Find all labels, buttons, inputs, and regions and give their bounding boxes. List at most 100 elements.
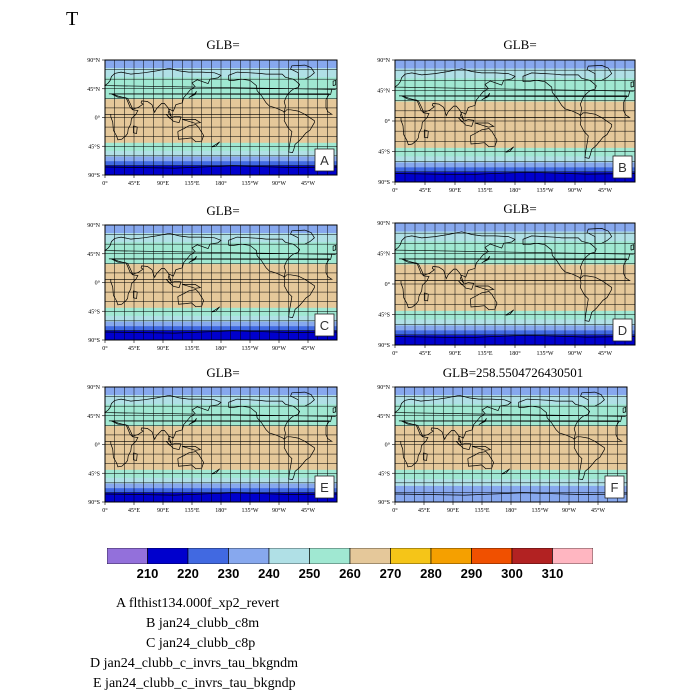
lat-tick-label: 45°S bbox=[88, 143, 100, 150]
coastline bbox=[290, 391, 315, 407]
coastline bbox=[188, 418, 197, 426]
colorbar-swatch bbox=[430, 548, 472, 564]
legend-item-d: D jan24_clubb_c_invrs_tau_bkgndm bbox=[90, 656, 299, 671]
map-panel-d: 90°N 45°N 0° 45°S 90°S 0° 45°E 90°E 135°E 180° 135… bbox=[370, 218, 650, 357]
lon-tick-label: 90°W bbox=[568, 350, 582, 357]
coastline bbox=[455, 441, 472, 451]
coastline bbox=[501, 468, 510, 475]
panel-title-f: GLB=258.5504726430501 bbox=[442, 365, 584, 380]
coastline bbox=[518, 398, 591, 441]
legend-item-a: A flthist134.000f_xp2_revert bbox=[116, 596, 280, 611]
coastline bbox=[228, 71, 301, 114]
lon-tick-label: 135°E bbox=[474, 507, 489, 514]
lon-tick-label: 90°E bbox=[157, 345, 169, 352]
coastline bbox=[505, 146, 514, 153]
coastline bbox=[104, 67, 336, 118]
coastline bbox=[283, 274, 315, 318]
lon-tick-label: 180° bbox=[215, 180, 227, 187]
lon-tick-label: 180° bbox=[509, 187, 521, 194]
coastline bbox=[165, 114, 182, 124]
coastline bbox=[505, 309, 514, 316]
lon-tick-label: 0° bbox=[392, 507, 398, 514]
lon-tick-label: 45°E bbox=[128, 507, 140, 514]
lat-tick-label: 0° bbox=[385, 281, 391, 288]
coastline bbox=[423, 452, 428, 461]
coastline bbox=[469, 128, 498, 148]
coastline bbox=[458, 117, 475, 127]
lon-tick-label: 90°W bbox=[272, 180, 286, 187]
coastline bbox=[182, 119, 202, 124]
panel-tag-box bbox=[314, 148, 335, 172]
colorbar-labels: 210 220 230 240 250 260 270 280 290 300 … bbox=[107, 566, 593, 584]
coastline bbox=[283, 109, 315, 153]
panel-tag-box bbox=[604, 475, 625, 499]
coastline bbox=[478, 418, 487, 426]
lat-tick-label: 90°N bbox=[87, 222, 100, 229]
lon-tick-label: 0° bbox=[102, 507, 108, 514]
panel-title-a: GLB= bbox=[206, 37, 240, 52]
lon-tick-label: 180° bbox=[215, 345, 227, 352]
lon-tick-label: 135°E bbox=[477, 187, 492, 194]
lat-tick-label: 45°S bbox=[378, 149, 390, 156]
lon-tick-label: 135°W bbox=[536, 350, 553, 357]
lon-tick-label: 135°E bbox=[184, 180, 199, 187]
coastline bbox=[332, 406, 337, 413]
colorbar-label: 260 bbox=[339, 566, 361, 581]
coastline bbox=[133, 125, 138, 134]
lon-tick-label: 0° bbox=[392, 187, 398, 194]
lon-tick-label: 180° bbox=[509, 350, 521, 357]
lon-tick-label: 45°W bbox=[591, 507, 605, 514]
lon-tick-label: 90°E bbox=[157, 180, 169, 187]
colorbar-swatch bbox=[349, 548, 391, 564]
lon-tick-label: 90°E bbox=[449, 187, 461, 194]
coastline bbox=[586, 65, 613, 81]
coastline bbox=[290, 229, 315, 245]
colorbar-swatch bbox=[228, 548, 270, 564]
lon-tick-label: 90°E bbox=[157, 507, 169, 514]
coastline bbox=[522, 235, 597, 280]
colorbar-swatch bbox=[187, 548, 229, 564]
panel-tag-box bbox=[612, 155, 633, 179]
lat-tick-label: 90°N bbox=[377, 220, 390, 227]
lon-tick-label: 45°E bbox=[419, 350, 431, 357]
coastline bbox=[467, 451, 494, 470]
map-panel-e: 90°N 45°N 0° 45°S 90°S 0° 45°E 90°E 135°E 180° 135… bbox=[80, 382, 352, 514]
map-panel-c: 90°N 45°N 0° 45°S 90°S 0° 45°E 90°E 135°E 180° 135… bbox=[80, 220, 352, 352]
coastline bbox=[105, 420, 333, 468]
lon-tick-label: 45°W bbox=[301, 507, 315, 514]
lat-tick-label: 45°N bbox=[87, 413, 100, 420]
coastline bbox=[105, 93, 333, 141]
lon-tick-label: 90°W bbox=[562, 507, 576, 514]
coastline bbox=[423, 292, 429, 302]
panel-tag-box bbox=[612, 318, 633, 342]
coastline bbox=[474, 285, 495, 291]
coastline bbox=[182, 284, 202, 289]
colorbar-swatch bbox=[268, 548, 310, 564]
coastline bbox=[228, 398, 301, 441]
colorbar-swatch bbox=[147, 548, 189, 564]
colorbar bbox=[107, 548, 593, 564]
lat-tick-label: 0° bbox=[385, 442, 391, 449]
panel-tag-label: A bbox=[320, 153, 329, 168]
coastline bbox=[573, 436, 605, 480]
coastline bbox=[211, 306, 220, 313]
lat-tick-label: 90°S bbox=[378, 342, 390, 349]
lat-tick-label: 90°S bbox=[88, 499, 100, 506]
coastline bbox=[630, 244, 635, 251]
coastline bbox=[182, 446, 202, 451]
coastline bbox=[522, 72, 597, 117]
lat-tick-label: 45°N bbox=[377, 251, 390, 258]
lon-tick-label: 45°E bbox=[128, 345, 140, 352]
coastline bbox=[474, 122, 495, 128]
coastline bbox=[395, 420, 623, 468]
coastline bbox=[165, 441, 182, 451]
coastline bbox=[579, 112, 613, 159]
colorbar-swatch bbox=[471, 548, 513, 564]
colorbar-label: 270 bbox=[379, 566, 402, 581]
coastline bbox=[423, 129, 429, 139]
coastline bbox=[586, 228, 613, 244]
lon-tick-label: 135°W bbox=[241, 180, 258, 187]
coastline bbox=[165, 279, 182, 289]
coastline bbox=[394, 394, 626, 445]
page-title: T bbox=[66, 8, 79, 30]
